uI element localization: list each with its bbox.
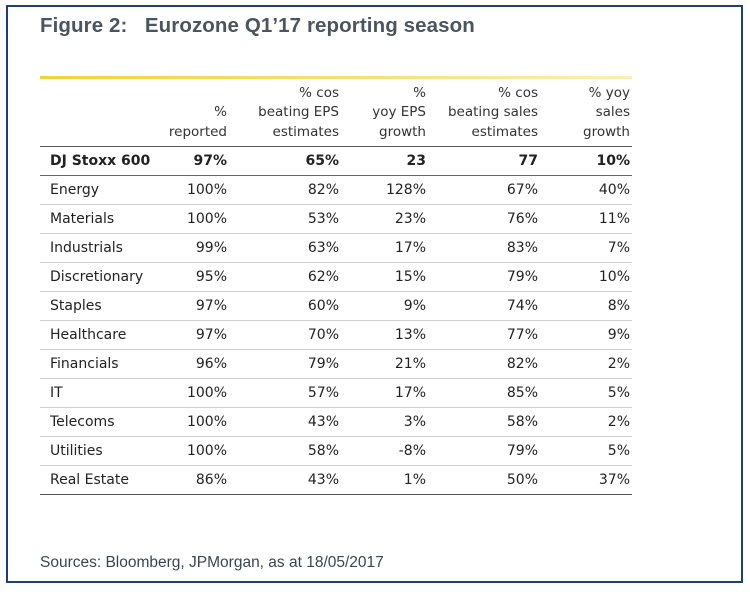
cell-reported: 97%	[195, 298, 227, 314]
cell-reported: 100%	[186, 211, 227, 227]
figure-title: Figure 2: Eurozone Q1’17 reporting seaso…	[40, 14, 475, 37]
table-row: IT 100% 57% 17% 85% 5%	[40, 379, 632, 408]
table-row: Staples 97% 60% 9% 74% 8%	[40, 292, 632, 321]
row-label: Real Estate	[50, 472, 129, 488]
table-row: Industrials 99% 63% 17% 83% 7%	[40, 234, 632, 263]
header-sales-growth: % yoy sales growth	[583, 84, 630, 140]
table-row: Energy 100% 82% 128% 67% 40%	[40, 176, 632, 205]
cell-beating-eps: 43%	[307, 414, 339, 430]
cell-beating-sales: 74%	[506, 298, 538, 314]
table-row: Discretionary 95% 62% 15% 79% 10%	[40, 263, 632, 292]
row-label: Materials	[50, 211, 115, 227]
cell-beating-sales: 79%	[506, 269, 538, 285]
cell-sales-growth: 7%	[607, 240, 630, 256]
cell-reported: 97%	[195, 327, 227, 343]
cell-beating-eps: 58%	[307, 443, 339, 459]
cell-eps-growth: -8%	[398, 443, 426, 459]
cell-eps-growth: 23%	[394, 211, 426, 227]
cell-beating-sales: 67%	[506, 182, 538, 198]
row-label: DJ Stoxx 600	[50, 153, 151, 169]
table-body: DJ Stoxx 600 97% 65% 23 77 10% Energy 100% 82% 12…	[40, 147, 632, 495]
row-label: Industrials	[50, 240, 123, 256]
cell-beating-sales: 58%	[506, 414, 538, 430]
cell-sales-growth: 5%	[607, 443, 630, 459]
cell-sales-growth: 5%	[607, 385, 630, 401]
cell-beating-sales: 50%	[506, 472, 538, 488]
table-header: % reported % cos beating EPS estimates %…	[40, 80, 632, 147]
cell-reported: 100%	[186, 182, 227, 198]
cell-reported: 99%	[195, 240, 227, 256]
cell-reported: 95%	[195, 269, 227, 285]
cell-sales-growth: 9%	[607, 327, 630, 343]
cell-beating-eps: 43%	[307, 472, 339, 488]
row-label: Staples	[50, 298, 102, 314]
cell-reported: 97%	[193, 153, 227, 169]
header-beating-sales: % cos beating sales estimates	[447, 84, 538, 140]
cell-eps-growth: 128%	[385, 182, 426, 198]
cell-eps-growth: 23	[406, 153, 426, 169]
cell-reported: 100%	[186, 385, 227, 401]
cell-eps-growth: 21%	[394, 356, 426, 372]
header-beating-eps: % cos beating EPS estimates	[258, 84, 339, 140]
table-row: Materials 100% 53% 23% 76% 11%	[40, 205, 632, 234]
row-label: IT	[50, 385, 63, 401]
cell-eps-growth: 9%	[403, 298, 426, 314]
table-row: Financials 96% 79% 21% 82% 2%	[40, 350, 632, 379]
cell-sales-growth: 40%	[598, 182, 630, 198]
cell-beating-sales: 76%	[506, 211, 538, 227]
cell-beating-sales: 83%	[506, 240, 538, 256]
cell-reported: 100%	[186, 414, 227, 430]
cell-beating-eps: 60%	[307, 298, 339, 314]
row-label: Utilities	[50, 443, 103, 459]
cell-sales-growth: 10%	[596, 153, 630, 169]
cell-sales-growth: 37%	[598, 472, 630, 488]
cell-reported: 86%	[195, 472, 227, 488]
cell-beating-sales: 85%	[506, 385, 538, 401]
table-row: Healthcare 97% 70% 13% 77% 9%	[40, 321, 632, 350]
cell-beating-eps: 62%	[307, 269, 339, 285]
cell-beating-eps: 63%	[307, 240, 339, 256]
table-row: Real Estate 86% 43% 1% 50% 37%	[40, 466, 632, 495]
table-row: Telecoms 100% 43% 3% 58% 2%	[40, 408, 632, 437]
accent-rule	[40, 76, 632, 79]
cell-eps-growth: 13%	[394, 327, 426, 343]
table-row: DJ Stoxx 600 97% 65% 23 77 10%	[40, 147, 632, 176]
cell-eps-growth: 17%	[394, 240, 426, 256]
header-reported: % reported	[168, 104, 227, 140]
cell-eps-growth: 1%	[403, 472, 426, 488]
cell-beating-eps: 53%	[307, 211, 339, 227]
reporting-season-table: % reported % cos beating EPS estimates %…	[40, 80, 632, 495]
cell-beating-sales: 79%	[506, 443, 538, 459]
cell-eps-growth: 3%	[403, 414, 426, 430]
cell-beating-sales: 82%	[506, 356, 538, 372]
cell-beating-eps: 65%	[305, 153, 339, 169]
row-label: Financials	[50, 356, 119, 372]
cell-sales-growth: 2%	[607, 414, 630, 430]
cell-beating-sales: 77	[518, 153, 538, 169]
cell-beating-eps: 57%	[307, 385, 339, 401]
cell-beating-eps: 70%	[307, 327, 339, 343]
cell-beating-eps: 79%	[307, 356, 339, 372]
cell-reported: 96%	[195, 356, 227, 372]
figure-frame	[6, 5, 743, 583]
cell-beating-sales: 77%	[506, 327, 538, 343]
row-label: Energy	[50, 182, 100, 198]
header-eps-growth: % yoy EPS growth	[372, 84, 426, 140]
cell-sales-growth: 8%	[607, 298, 630, 314]
cell-sales-growth: 10%	[598, 269, 630, 285]
row-label: Healthcare	[50, 327, 127, 343]
table-row: Utilities 100% 58% -8% 79% 5%	[40, 437, 632, 466]
figure-source: Sources: Bloomberg, JPMorgan, as at 18/0…	[40, 554, 384, 571]
row-label: Discretionary	[50, 269, 144, 285]
cell-beating-eps: 82%	[307, 182, 339, 198]
cell-eps-growth: 15%	[394, 269, 426, 285]
cell-sales-growth: 11%	[598, 211, 630, 227]
cell-eps-growth: 17%	[394, 385, 426, 401]
cell-sales-growth: 2%	[607, 356, 630, 372]
row-label: Telecoms	[50, 414, 115, 430]
cell-reported: 100%	[186, 443, 227, 459]
